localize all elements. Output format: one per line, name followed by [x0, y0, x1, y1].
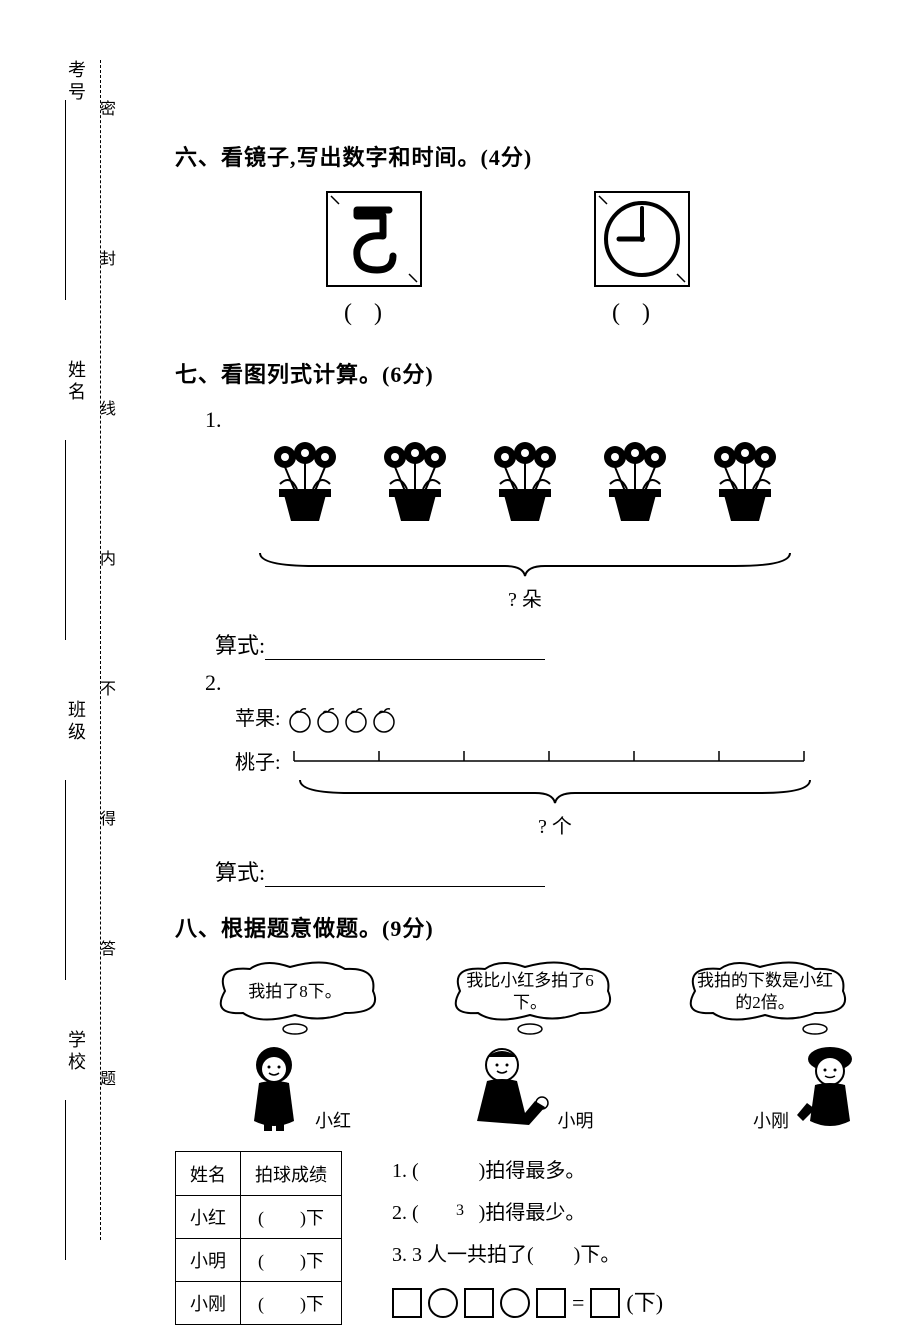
unit-label: (下): [626, 1281, 663, 1325]
kid-figure-icon: [467, 1043, 552, 1133]
equals-sign: =: [572, 1281, 584, 1325]
cell-score[interactable]: ( )下: [241, 1238, 342, 1281]
sidebar-label-exam: 考号: [63, 60, 89, 104]
kid-name-1: 小明: [558, 1107, 594, 1133]
table-header-row: 姓名 拍球成绩: [176, 1152, 342, 1195]
q8-heading: 八、根据题意做题。(9分): [175, 911, 875, 943]
brace-icon-2: [295, 775, 815, 805]
kid-name-0: 小红: [315, 1107, 351, 1133]
q6-heading: 六、看镜子,写出数字和时间。(4分): [175, 140, 875, 172]
kid-name-2: 小刚: [753, 1107, 789, 1133]
q7-1-eq[interactable]: 算式:: [215, 628, 875, 660]
seal-dash-line: [100, 60, 101, 1240]
table-row: 小明 ( )下: [176, 1238, 342, 1281]
sidebar-line-4: [65, 100, 66, 300]
bubble-tail-icon: [795, 1023, 835, 1039]
seal-sidebar: 学校 班级 姓名 考号 密 封 线 内 不 得 答 题: [65, 60, 135, 1240]
q6-mirror-clock: (): [593, 190, 691, 327]
q6-mirror-digit: (): [325, 190, 423, 327]
cell-name: 小刚: [176, 1282, 241, 1325]
bubble-tail-icon: [510, 1023, 550, 1039]
kid-xiaoming: 我比小红多拍了6下。 小明: [430, 961, 630, 1133]
cell-name: 小明: [176, 1238, 241, 1281]
bubble-tail-icon: [275, 1023, 315, 1039]
seal-char-4: 不: [93, 680, 117, 696]
seal-char-1: 封: [93, 250, 117, 266]
kid-xiaohong: 我拍了8下。 小红: [195, 961, 395, 1133]
mirror-clock-box: [593, 190, 691, 288]
th-score: 拍球成绩: [241, 1152, 342, 1195]
q7-2-peaches: 桃子:: [235, 746, 875, 775]
cell-score[interactable]: ( )下: [241, 1282, 342, 1325]
q7-1-eq-label: 算式:: [215, 633, 265, 658]
sidebar-label-class: 班级: [63, 700, 89, 744]
peach-label: 桃子:: [235, 746, 281, 775]
bubble-text-0: 我拍了8下。: [205, 961, 385, 1023]
page-number: 3: [0, 1202, 920, 1220]
sidebar-line-2: [65, 780, 66, 980]
q6-row: () (): [325, 190, 875, 327]
q7-1-brace-label: ? 朵: [245, 583, 805, 612]
speech-bubble: 我拍的下数是小红的2倍。: [675, 961, 855, 1023]
q7-2-eq[interactable]: 算式:: [215, 855, 875, 887]
seal-char-7: 题: [93, 1070, 117, 1086]
q8-a3[interactable]: 3. 3 人一共拍了( )下。: [392, 1235, 663, 1275]
q7-1-num: 1.: [205, 407, 875, 433]
q7-1-eq-blank[interactable]: [265, 639, 545, 660]
q7-1-pots: ? 朵: [245, 439, 805, 612]
q7-heading: 七、看图列式计算。(6分): [175, 357, 875, 389]
square-icon: [464, 1288, 494, 1318]
sidebar-label-name: 姓名: [63, 360, 89, 404]
square-icon: [392, 1288, 422, 1318]
seal-char-0: 密: [93, 100, 117, 116]
q7-2-eq-label: 算式:: [215, 860, 265, 885]
square-icon: [536, 1288, 566, 1318]
paren-l: (: [344, 300, 374, 326]
q8-a1[interactable]: 1. ( )拍得最多。: [392, 1151, 663, 1191]
q7-2-num: 2.: [205, 670, 875, 696]
mirror-digit-box: [325, 190, 423, 288]
sidebar-label-school: 学校: [63, 1030, 89, 1074]
bubble-text-2: 我拍的下数是小红的2倍。: [675, 961, 855, 1023]
seal-char-3: 内: [93, 550, 117, 566]
q7-2-eq-blank[interactable]: [265, 866, 545, 887]
bubble-text-1: 我比小红多拍了6下。: [440, 961, 620, 1023]
th-name: 姓名: [176, 1152, 241, 1195]
q8-bottom: 姓名 拍球成绩 小红 ( )下 小明 ( )下 小刚 ( )下: [175, 1151, 875, 1325]
seal-char-5: 得: [93, 810, 117, 826]
paren-r2: ): [642, 300, 672, 326]
kid-figure-icon: [795, 1043, 865, 1133]
seal-char-6: 答: [93, 940, 117, 956]
brace-icon: [255, 548, 795, 578]
q8-kids: 我拍了8下。 小红: [195, 961, 865, 1133]
q7-2-brace-label: ? 个: [295, 810, 815, 839]
q6-answer-blank-1[interactable]: (): [344, 300, 404, 327]
speech-bubble: 我拍了8下。: [205, 961, 385, 1023]
kid-xiaogang: 我拍的下数是小红的2倍。 小刚: [665, 961, 865, 1133]
q7-2-apples: 苹果:: [235, 702, 875, 734]
q8-equation-shapes[interactable]: = (下): [392, 1281, 663, 1325]
paren-l2: (: [612, 300, 642, 326]
score-table: 姓名 拍球成绩 小红 ( )下 小明 ( )下 小刚 ( )下: [175, 1151, 342, 1325]
paren-r: ): [374, 300, 404, 326]
sidebar-line-3: [65, 440, 66, 640]
seal-char-2: 线: [93, 400, 117, 416]
sidebar-line-1: [65, 1100, 66, 1260]
table-row: 小刚 ( )下: [176, 1282, 342, 1325]
circle-icon: [500, 1288, 530, 1318]
square-icon: [590, 1288, 620, 1318]
speech-bubble: 我比小红多拍了6下。: [440, 961, 620, 1023]
q8-answers: 1. ( )拍得最多。 2. ( )拍得最少。 3. 3 人一共拍了( )下。 …: [392, 1151, 663, 1325]
q6-answer-blank-2[interactable]: (): [612, 300, 672, 327]
apple-label: 苹果:: [235, 708, 281, 730]
circle-icon: [428, 1288, 458, 1318]
kid-figure-icon: [239, 1043, 309, 1133]
content-area: 六、看镜子,写出数字和时间。(4分) (): [175, 130, 875, 1325]
